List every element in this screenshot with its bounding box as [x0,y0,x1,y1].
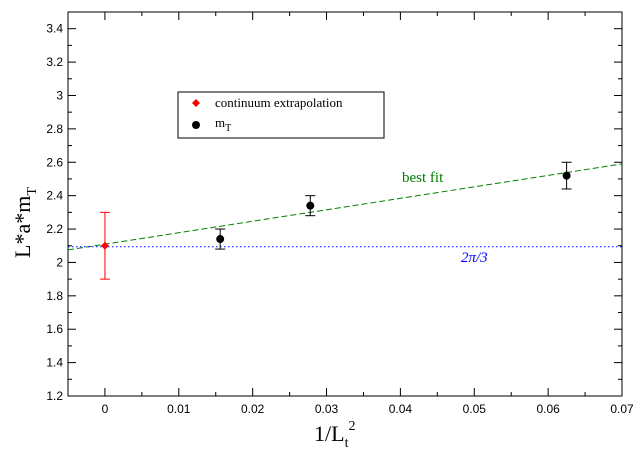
x-tick-label: 0.02 [241,402,265,416]
legend-label-continuum: continuum extrapolation [215,95,343,110]
y-tick-label: 2.4 [46,189,63,203]
reference-lines [67,163,623,251]
x-tick-label: 0 [102,402,109,416]
y-tick-label: 2.8 [46,122,63,136]
plot-frame [67,11,623,397]
y-tick-label: 2.6 [46,155,63,169]
x-tick-label: 0.03 [315,402,339,416]
x-axis-title: 1/Lt2 [314,419,355,451]
y-tick-label: 1.8 [46,289,63,303]
y-tick-label: 1.2 [46,389,63,403]
best-fit-line [67,163,623,251]
x-tick-label: 0.04 [389,402,413,416]
y-tick-label: 3.4 [46,22,63,36]
legend-box [177,91,385,139]
legend-marker-continuum [192,99,200,107]
y-tick-label: 2 [56,255,63,269]
y-tick-label: 3 [56,88,63,102]
data-points [99,161,572,280]
y-tick-label: 2.2 [46,222,63,236]
continuum-point [100,241,109,250]
axis-ticks: 0 0.01 0.02 0.03 0.04 0.05 0.06 0.07 1.2 1.4 1.6 1.… [46,11,634,416]
y-tick-label: 3.2 [46,55,63,69]
y-axis-title: L*a*mT [10,187,40,258]
mt-point [216,235,225,244]
mt-point [562,171,571,180]
x-tick-label: 0.05 [463,402,487,416]
legend-marker-mt [192,121,200,129]
two-pi-over-three-annotation: 2π/3 [461,250,488,266]
legend-label-mt: mT [215,115,231,134]
y-tick-label: 1.6 [46,322,63,336]
y-tick-label: 1.4 [46,356,63,370]
x-tick-label: 0.07 [610,402,634,416]
best-fit-annotation: best fit [402,170,444,186]
x-tick-label: 0.01 [167,402,191,416]
legend: continuum extrapolation mT [177,91,385,139]
mt-point [306,201,315,210]
x-tick-label: 0.06 [536,402,560,416]
